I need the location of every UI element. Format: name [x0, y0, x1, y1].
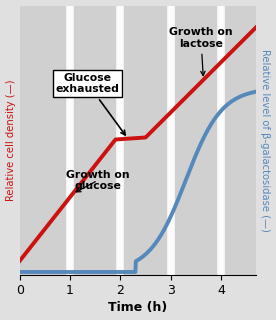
Text: Glucose
exhausted: Glucose exhausted — [56, 73, 125, 135]
Bar — [68, 5, 72, 275]
X-axis label: Time (h): Time (h) — [108, 301, 168, 315]
Y-axis label: Relative level of β-galactosidase (—): Relative level of β-galactosidase (—) — [261, 49, 270, 231]
Bar — [219, 5, 223, 275]
Y-axis label: Relative cell density (—): Relative cell density (—) — [6, 79, 15, 201]
Bar — [168, 5, 173, 275]
Text: Growth on
glucose: Growth on glucose — [66, 170, 129, 192]
Text: Growth on
lactose: Growth on lactose — [169, 27, 233, 76]
Bar — [118, 5, 123, 275]
